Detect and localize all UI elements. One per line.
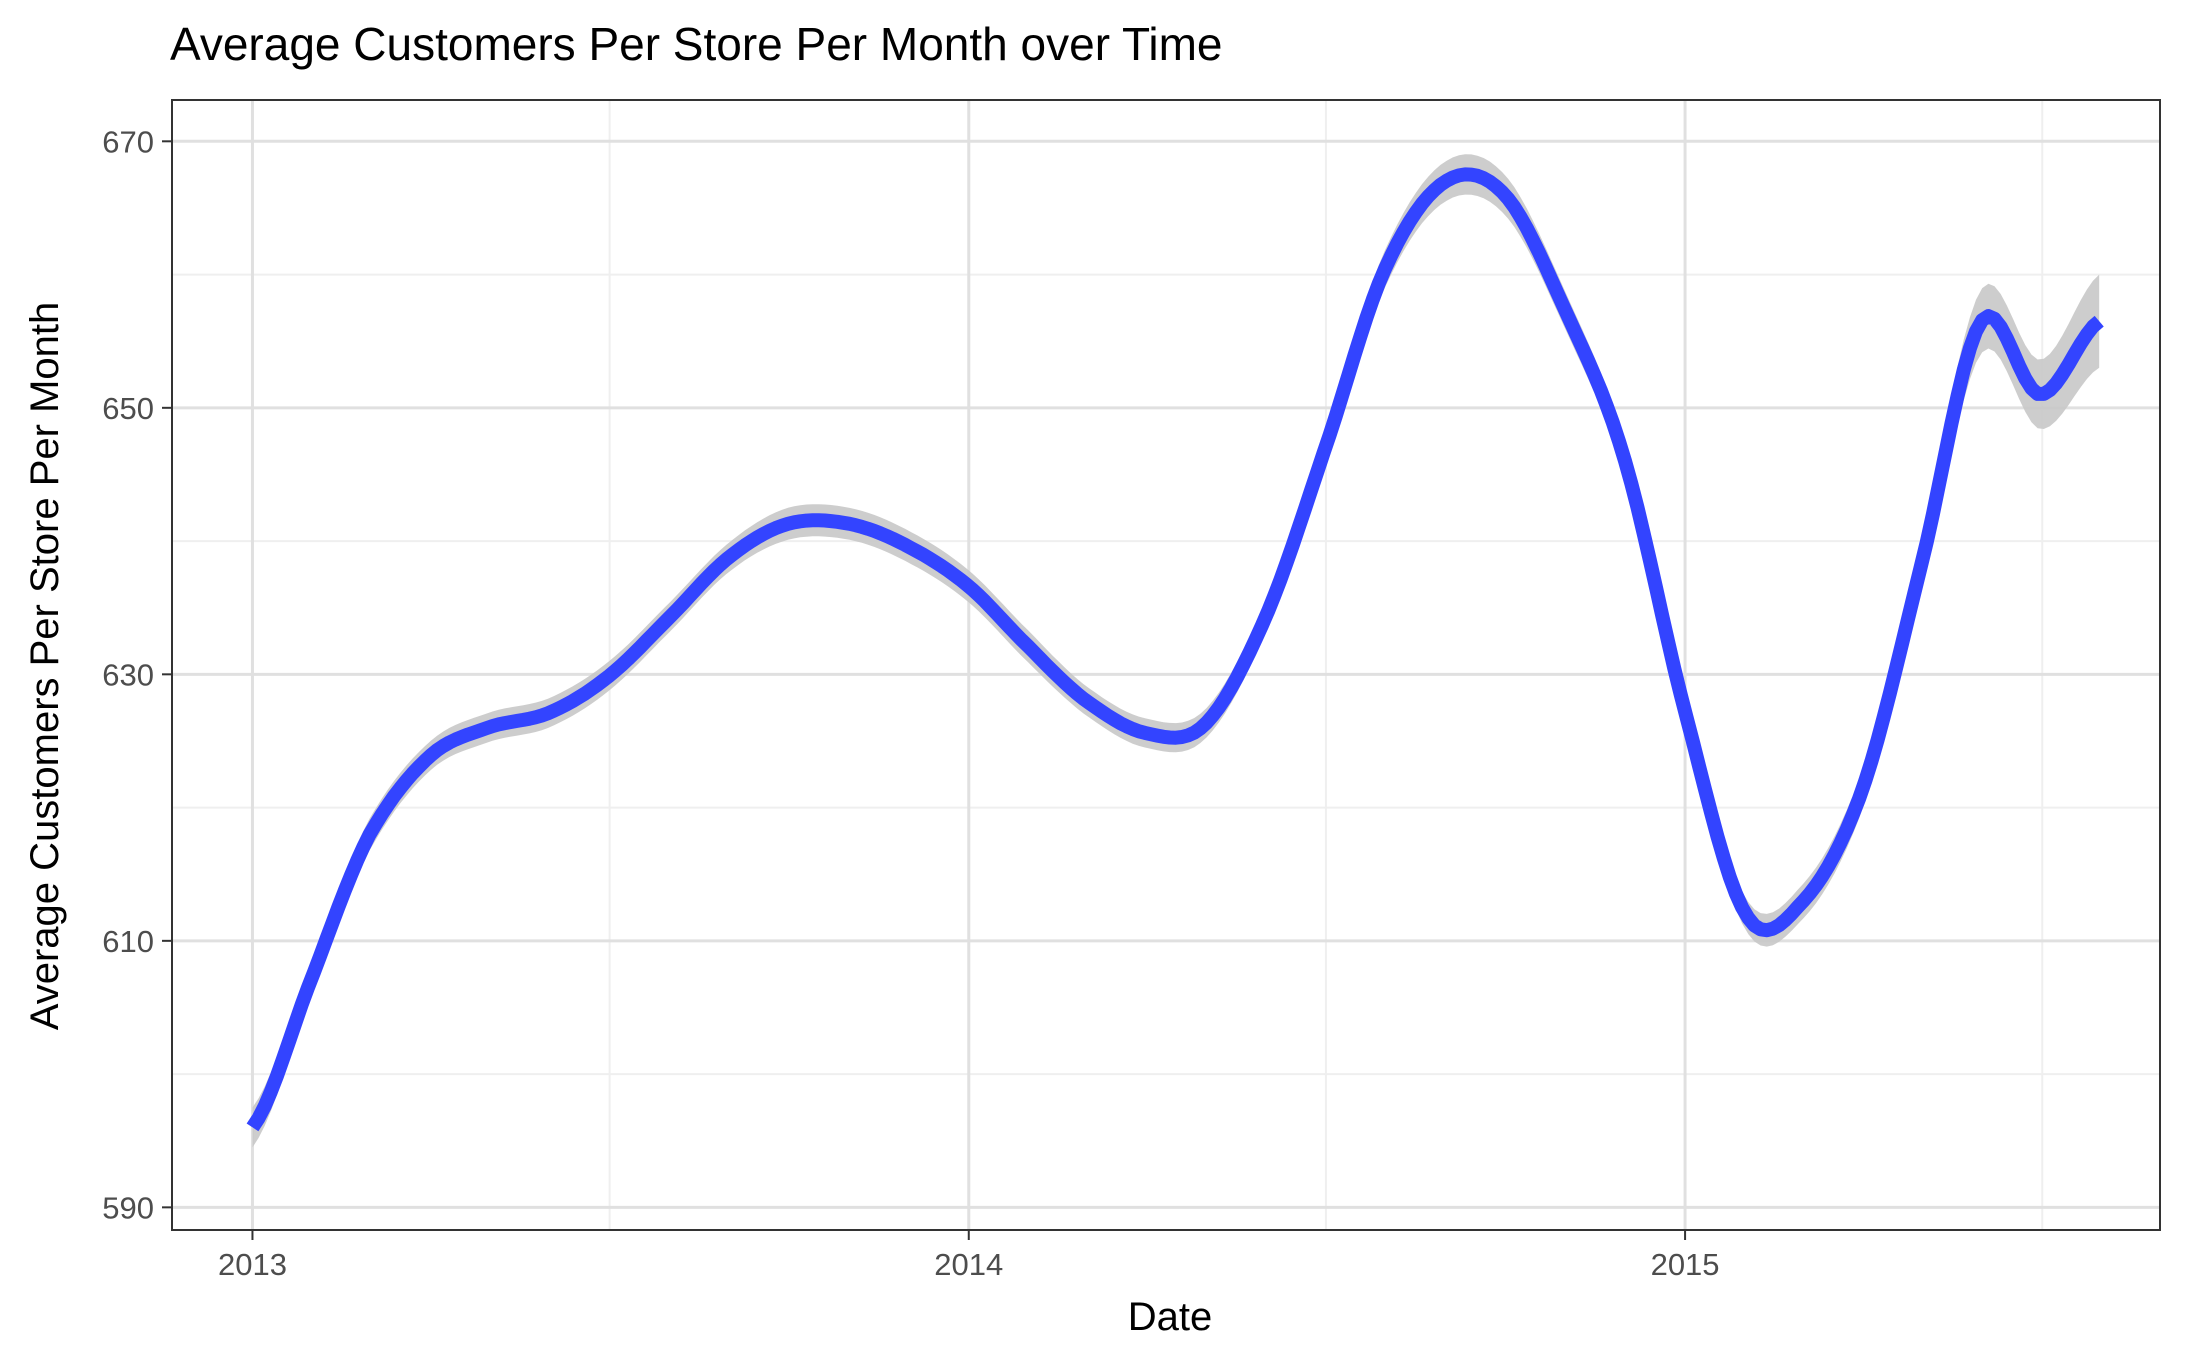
- x-tick-label: 2014: [934, 1247, 1003, 1282]
- y-axis-ticks: 590 610 630 650 670: [102, 124, 172, 1225]
- trend-line: [246, 167, 2104, 1132]
- panel-border: [171, 99, 2161, 1231]
- confidence-band-layer: [252, 154, 2100, 1148]
- trend-line-layer: [246, 167, 2104, 1132]
- y-tick-label: 630: [102, 657, 154, 692]
- y-axis-title: Average Customers Per Store Per Month: [23, 302, 67, 1030]
- x-axis-ticks: 2013 2014 2015: [218, 1230, 1720, 1282]
- y-tick-label: 590: [102, 1190, 154, 1225]
- y-tick-label: 670: [102, 124, 154, 159]
- x-axis-title: Date: [1128, 1295, 1213, 1339]
- x-tick-label: 2013: [218, 1247, 287, 1282]
- x-tick-label: 2015: [1651, 1247, 1720, 1282]
- chart-title: Average Customers Per Store Per Month ov…: [170, 18, 1222, 70]
- y-tick-label: 650: [102, 391, 154, 426]
- grid-lines: [172, 100, 2160, 1230]
- y-tick-label: 610: [102, 924, 154, 959]
- confidence-band: [252, 154, 2100, 1148]
